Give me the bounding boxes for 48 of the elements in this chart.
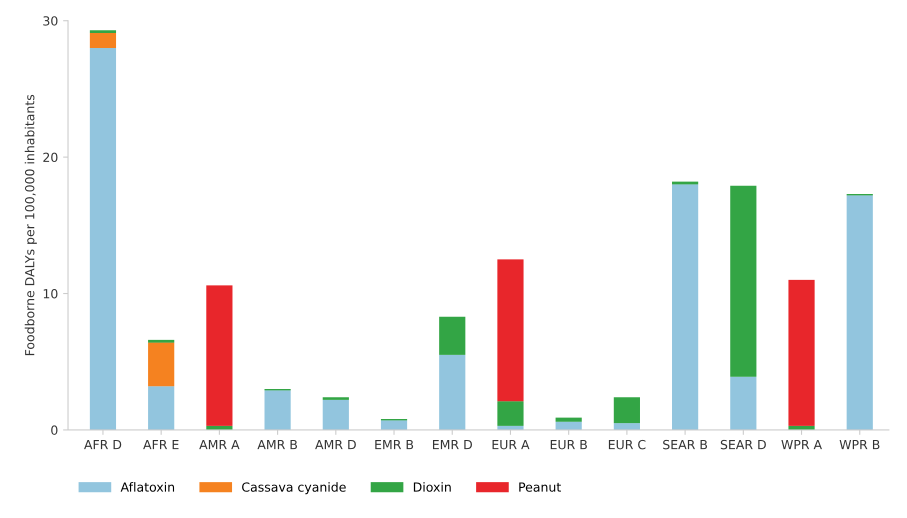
x-tick-label: EUR B (550, 440, 587, 450)
bar (846, 195, 873, 430)
bar (497, 401, 524, 426)
legend-label: Cassava cyanide (242, 482, 346, 494)
bar (90, 30, 116, 33)
bar (614, 423, 640, 430)
legend-label: Aflatoxin (120, 482, 174, 492)
bar (148, 386, 174, 430)
y-axis-title: Foodborne DALYs per 100,000 inhabitants (24, 94, 37, 356)
legend-label: Dioxin (414, 482, 451, 492)
bar (439, 316, 466, 355)
x-tick-label: EMR B (375, 440, 414, 450)
bar (322, 397, 349, 400)
x-tick-label: AFR D (84, 440, 122, 450)
bar (614, 397, 640, 424)
y-tick-label: 30 (43, 16, 58, 26)
legend-label: Peanut (519, 482, 561, 492)
bar (497, 259, 524, 402)
x-tick-label: EUR A (492, 440, 530, 450)
bar (439, 354, 466, 430)
y-tick-label: 0 (51, 425, 58, 435)
y-tick-label: 20 (43, 152, 58, 162)
bar (672, 182, 698, 184)
bar (556, 422, 582, 430)
bar (90, 48, 116, 430)
bar (380, 420, 408, 430)
bar (730, 376, 756, 430)
y-tick-label: 10 (44, 289, 58, 298)
x-tick-label: SEAR D (720, 440, 766, 450)
x-tick-label: AMR B (257, 440, 297, 450)
bar (322, 400, 349, 430)
bar (206, 285, 232, 426)
x-tick-label: SEAR B (663, 440, 708, 450)
x-tick-label: AMR D (315, 440, 356, 450)
bar (556, 418, 582, 422)
x-tick-label: AMR A (199, 440, 240, 450)
x-tick-label: AFR E (143, 440, 179, 450)
bar (148, 340, 174, 343)
x-tick-label: WPR B (840, 440, 880, 450)
x-tick-label: EMR D (432, 440, 472, 450)
bar (788, 280, 815, 426)
bar (264, 390, 291, 430)
x-tick-label: EUR C (608, 440, 646, 450)
bar (672, 184, 698, 430)
bar (90, 32, 116, 48)
bar (730, 186, 756, 377)
bar (148, 342, 174, 386)
x-tick-label: WPR A (781, 440, 822, 450)
